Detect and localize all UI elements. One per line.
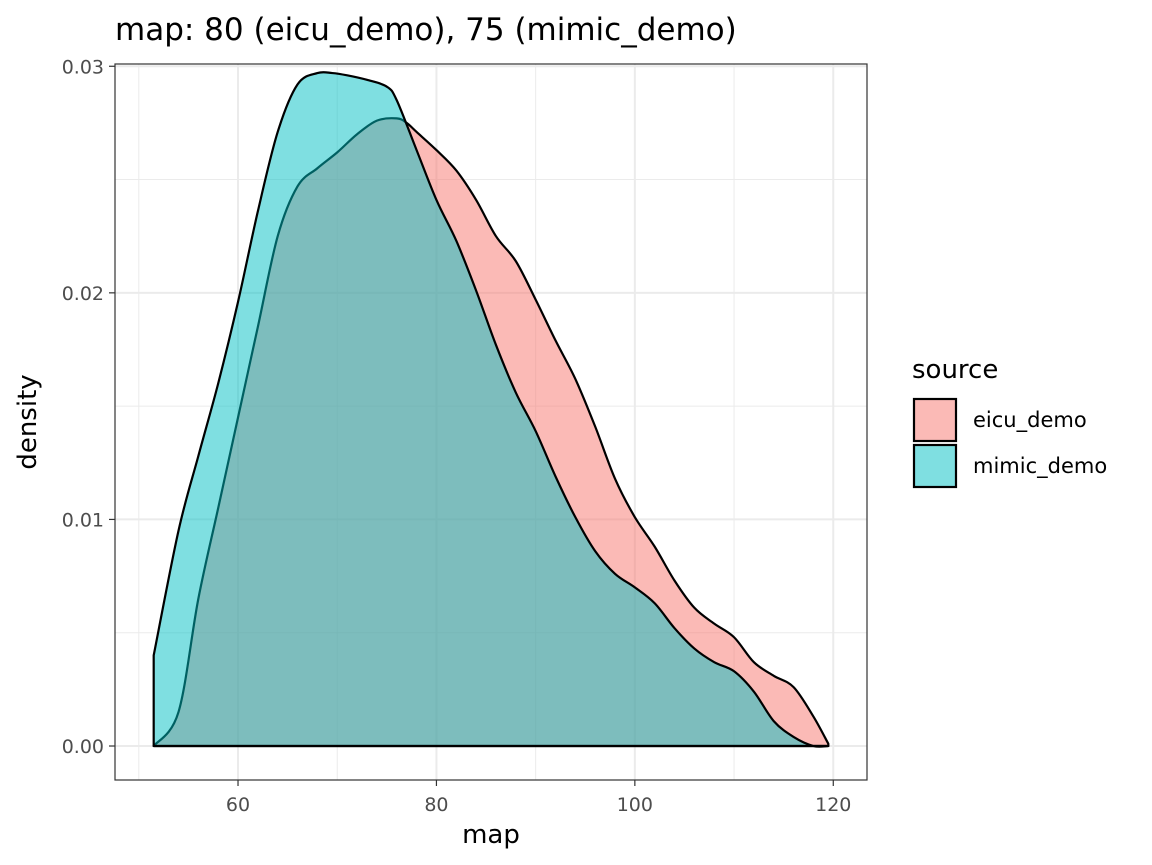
chart-title: map: 80 (eicu_demo), 75 (mimic_demo): [115, 12, 737, 48]
legend-title: source: [912, 355, 998, 385]
x-tick-label: 80: [424, 794, 448, 816]
y-tick-label: 0.01: [62, 509, 104, 531]
density-area-mimic-demo: [153, 72, 829, 747]
y-tick-label: 0.00: [62, 736, 104, 758]
y-axis-title: density: [13, 374, 43, 469]
legend: source eicu_demo mimic_demo: [912, 355, 1107, 489]
y-tick-label: 0.02: [62, 283, 104, 305]
y-tick-label: 0.03: [62, 56, 104, 78]
legend-label-eicu-demo: eicu_demo: [973, 408, 1087, 433]
density-outline-mimic-demo: [152, 71, 830, 748]
legend-swatch-mimic-demo: [912, 443, 958, 489]
panel-border: [114, 63, 868, 781]
legend-items: eicu_demo mimic_demo: [912, 397, 1107, 489]
x-axis: 60 80 100 120: [226, 780, 851, 816]
legend-label-mimic-demo: mimic_demo: [973, 454, 1107, 479]
x-tick-label: 60: [226, 794, 250, 816]
legend-swatch-eicu-demo: [912, 397, 958, 443]
density-areas: [152, 71, 830, 748]
plot-panel: [114, 63, 868, 781]
x-tick-label: 120: [815, 794, 851, 816]
x-tick-label: 100: [617, 794, 653, 816]
x-axis-title: map: [462, 820, 520, 850]
y-axis: 0.00 0.01 0.02 0.03: [62, 56, 115, 758]
